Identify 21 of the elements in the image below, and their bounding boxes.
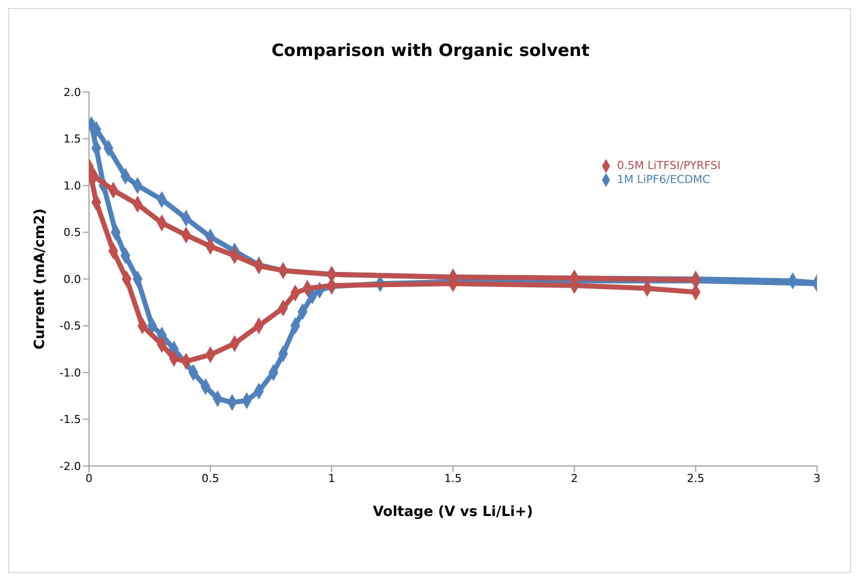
y-tick-label: -1.5 [60, 413, 81, 426]
x-tick-label: 1.5 [444, 472, 462, 485]
y-tick-label: -0.5 [60, 320, 81, 333]
x-tick-label: 0 [86, 472, 92, 485]
y-tick-label: 0.0 [64, 272, 81, 286]
y-tick-label: 0.5 [64, 226, 81, 240]
y-tick-label: 1.5 [64, 132, 81, 146]
y-tick-label: -1.0 [60, 366, 81, 380]
y-axis-title: Current (mA/cm2) [32, 208, 48, 350]
x-tick-label: 2 [570, 472, 578, 485]
legend-label: 1M LiPF6/ECDMC [617, 173, 710, 186]
legend-label: 0.5M LiTFSI/PYRFSI [617, 159, 721, 172]
x-tick-label: 2.5 [686, 472, 704, 485]
y-tick-label: -2.0 [60, 460, 81, 473]
y-tick-label: 2.0 [64, 86, 81, 99]
x-axis-title: Voltage (V vs Li/Li+) [372, 504, 534, 520]
x-tick-label: 3 [814, 472, 820, 485]
x-tick-label: 0.5 [202, 472, 220, 485]
x-tick-label: 1 [328, 472, 336, 485]
chart-title: Comparison with Organic solvent [270, 41, 591, 61]
y-tick-label: 1.0 [64, 179, 81, 192]
